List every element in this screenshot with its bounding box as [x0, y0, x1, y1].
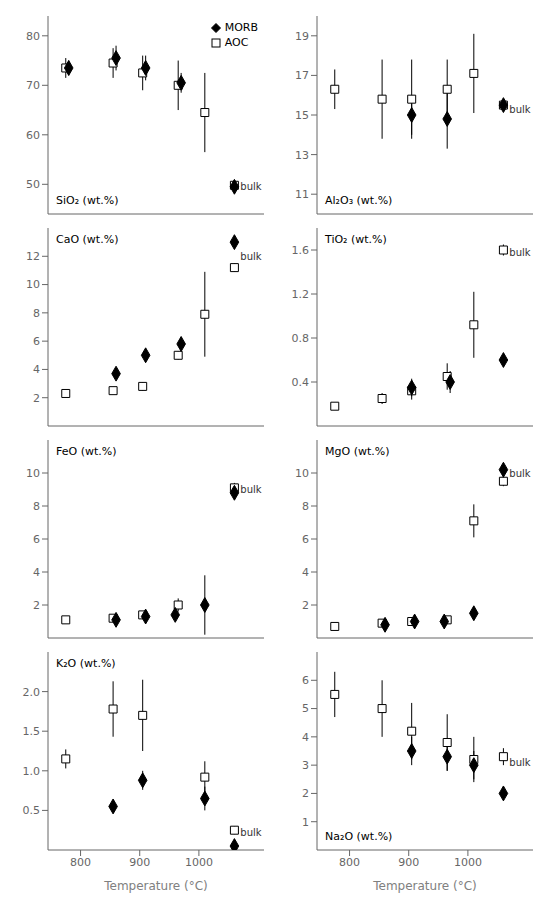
svg-text:bulk: bulk	[240, 181, 261, 192]
svg-text:4: 4	[302, 566, 309, 579]
svg-text:800: 800	[70, 856, 91, 869]
svg-text:Temperature (°C): Temperature (°C)	[372, 879, 477, 893]
svg-text:10: 10	[295, 467, 309, 480]
svg-text:2: 2	[33, 392, 40, 405]
svg-text:1.6: 1.6	[292, 244, 310, 257]
svg-text:19: 19	[295, 30, 309, 43]
svg-text:60: 60	[26, 129, 40, 142]
svg-text:bulk: bulk	[509, 468, 530, 479]
svg-text:bulk: bulk	[509, 104, 530, 115]
svg-text:bulk: bulk	[509, 247, 530, 258]
html-text:Na₂O (wt.%): Na₂O (wt.%)	[325, 830, 393, 843]
svg-text:1.2: 1.2	[292, 288, 310, 301]
html-text:CaO (wt.%): CaO (wt.%)	[56, 233, 119, 246]
svg-text:3: 3	[302, 759, 309, 772]
svg-text:1: 1	[302, 816, 309, 829]
svg-text:50: 50	[26, 178, 40, 191]
svg-text:0.4: 0.4	[292, 376, 310, 389]
svg-text:Temperature (°C): Temperature (°C)	[103, 879, 208, 893]
svg-text:12: 12	[26, 250, 40, 263]
svg-text:10: 10	[26, 467, 40, 480]
svg-text:6: 6	[33, 335, 40, 348]
svg-text:6: 6	[33, 533, 40, 546]
html-text:Al₂O₃ (wt.%): Al₂O₃ (wt.%)	[325, 194, 393, 207]
svg-text:70: 70	[26, 79, 40, 92]
svg-text:2.0: 2.0	[23, 686, 41, 699]
svg-text:6: 6	[302, 674, 309, 687]
svg-text:8: 8	[302, 500, 309, 513]
svg-text:1.0: 1.0	[23, 765, 41, 778]
svg-text:1000: 1000	[185, 856, 213, 869]
svg-text:4: 4	[302, 731, 309, 744]
svg-text:bulk: bulk	[240, 484, 261, 495]
svg-text:80: 80	[26, 30, 40, 43]
svg-text:bulk: bulk	[240, 827, 261, 838]
svg-text:10: 10	[26, 278, 40, 291]
html-text:SiO₂ (wt.%): SiO₂ (wt.%)	[56, 194, 119, 207]
svg-text:5: 5	[302, 702, 309, 715]
svg-text:900: 900	[398, 856, 419, 869]
svg-text:900: 900	[129, 856, 150, 869]
html-text:K₂O (wt.%): K₂O (wt.%)	[56, 657, 116, 670]
svg-text:8: 8	[33, 307, 40, 320]
html-text:MORB: MORB	[224, 21, 258, 34]
html-text:MgO (wt.%): MgO (wt.%)	[325, 445, 390, 458]
html-text:FeO (wt.%): FeO (wt.%)	[56, 445, 117, 458]
svg-text:11: 11	[295, 188, 309, 201]
svg-text:bulk: bulk	[509, 757, 530, 768]
svg-text:0.5: 0.5	[23, 804, 41, 817]
svg-text:2: 2	[302, 599, 309, 612]
svg-text:17: 17	[295, 69, 309, 82]
svg-text:8: 8	[33, 500, 40, 513]
svg-text:2: 2	[33, 599, 40, 612]
svg-text:13: 13	[295, 149, 309, 162]
svg-text:1.5: 1.5	[23, 725, 41, 738]
svg-text:0.8: 0.8	[292, 332, 310, 345]
html-text:TiO₂ (wt.%): TiO₂ (wt.%)	[325, 233, 387, 246]
svg-text:bulk: bulk	[240, 251, 261, 262]
html-text:AOC: AOC	[224, 36, 249, 49]
svg-text:2: 2	[302, 787, 309, 800]
svg-text:15: 15	[295, 109, 309, 122]
svg-text:1000: 1000	[454, 856, 482, 869]
svg-text:4: 4	[33, 566, 40, 579]
svg-text:6: 6	[302, 533, 309, 546]
svg-text:4: 4	[33, 363, 40, 376]
svg-text:800: 800	[339, 856, 360, 869]
